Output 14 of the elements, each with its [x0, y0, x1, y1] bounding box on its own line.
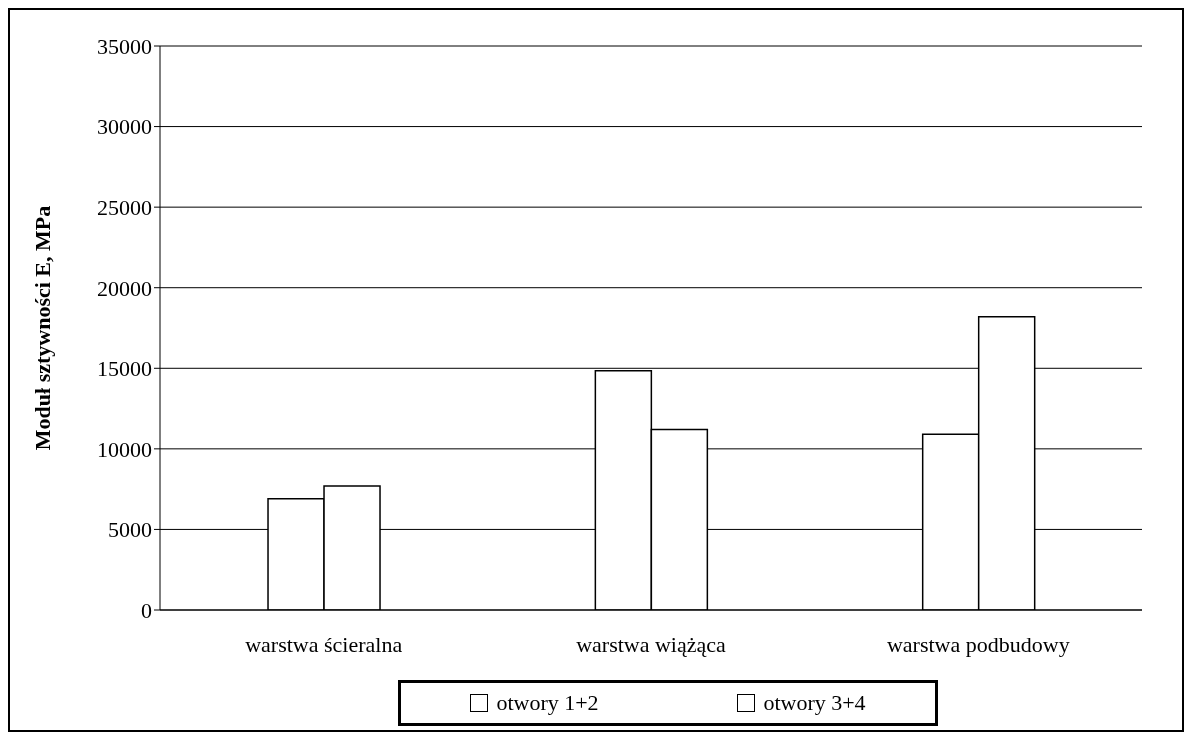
- y-tick-label: 5000: [108, 517, 152, 543]
- legend-label: otwory 1+2: [496, 690, 599, 716]
- legend-label: otwory 3+4: [763, 690, 866, 716]
- y-tick-label: 25000: [97, 194, 152, 220]
- y-tick-label: 0: [141, 597, 152, 623]
- y-tick-label: 15000: [97, 356, 152, 382]
- y-tick-label: 20000: [97, 275, 152, 301]
- y-tick-label: 10000: [97, 436, 152, 462]
- x-tick-label: warstwa podbudowy: [886, 631, 1070, 657]
- x-tick-label: warstwa wiążąca: [576, 631, 727, 657]
- y-axis-title: Moduł sztywności E, MPa: [29, 205, 55, 451]
- x-tick-label: warstwa ścieralna: [245, 631, 403, 657]
- y-tick-label: 30000: [97, 114, 152, 140]
- y-tick-label: 35000: [97, 33, 152, 59]
